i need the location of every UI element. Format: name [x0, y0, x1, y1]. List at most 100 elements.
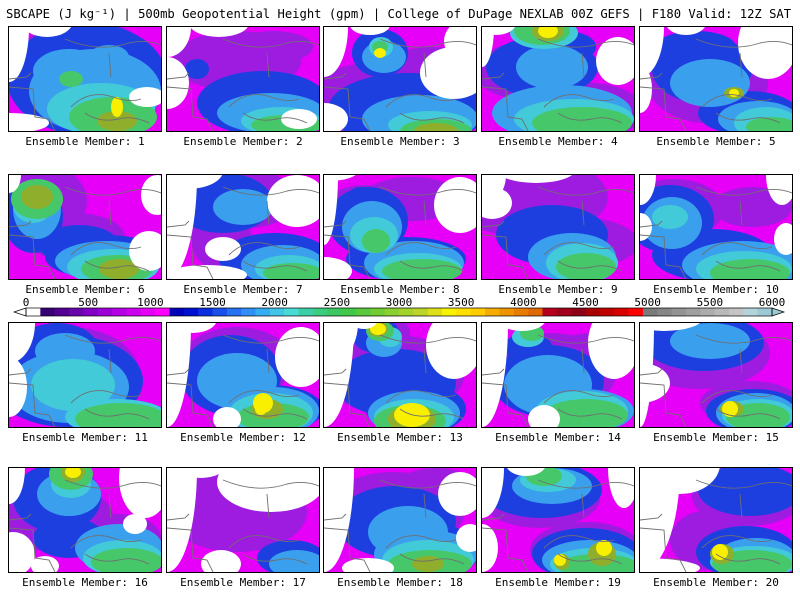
map-border-line [324, 234, 371, 279]
ensemble-panel [166, 467, 320, 573]
colorbar-segment [212, 308, 228, 316]
cape-contour-green [710, 259, 790, 279]
cape-contour-none [267, 175, 319, 227]
colorbar-segment [255, 308, 271, 316]
map-border-line [695, 479, 792, 489]
map-border-line [581, 348, 585, 374]
map-border-line [482, 220, 505, 228]
colorbar-max-arrow [771, 307, 786, 317]
map-border-line [715, 408, 781, 420]
ensemble-panel [639, 174, 793, 280]
map-border-line [167, 513, 190, 521]
map-border-line [423, 348, 427, 374]
cape-contour-none [176, 468, 226, 478]
cape-contour-none [608, 468, 634, 508]
map-border-line [324, 86, 371, 131]
cape-contour-yellow [111, 97, 123, 117]
ensemble-panel-map [167, 27, 319, 131]
map-border-line [739, 493, 743, 519]
cape-contour-none [205, 237, 241, 261]
ensemble-panel [323, 174, 477, 280]
map-border-line [379, 479, 476, 489]
cape-contour-none [123, 514, 147, 534]
map-border-line [324, 72, 347, 80]
colorbar-segment [269, 308, 285, 316]
map-border-line [324, 527, 371, 572]
map-border-line [715, 553, 781, 565]
colorbar-segment [198, 308, 213, 316]
ensemble-panel-map [482, 468, 634, 572]
map-border-line [385, 535, 457, 549]
ensemble-panel [639, 26, 793, 132]
colorbar-tick-label: 6000 [759, 296, 786, 309]
map-border-line [543, 94, 615, 108]
cape-contour-none [281, 109, 317, 129]
map-border-line [84, 112, 150, 124]
map-border-line [242, 408, 308, 420]
colorbar-segment [757, 308, 773, 316]
cape-contour-none [9, 323, 35, 363]
colorbar-segment [642, 308, 658, 316]
ensemble-member-label: Ensemble Member: 17 [180, 576, 306, 589]
ensemble-panel-map [9, 175, 161, 279]
map-border-line [167, 368, 190, 376]
map-border-line [84, 408, 150, 420]
cape-contour-none [482, 27, 494, 67]
colorbar-tick-label: 1500 [199, 296, 226, 309]
map-border-line [695, 38, 792, 48]
map-border-line [543, 535, 615, 549]
cape-contour-yellow [370, 323, 386, 335]
ensemble-member-label: Ensemble Member: 18 [337, 576, 463, 589]
map-border-line [9, 86, 56, 131]
map-border-line [482, 72, 505, 80]
map-border-line [228, 535, 300, 549]
colorbar-tick-label: 3500 [448, 296, 475, 309]
map-border-line [640, 72, 663, 80]
cape-contour-none [667, 27, 705, 35]
cape-contour-none [190, 27, 248, 37]
colorbar-tick-label: 0 [23, 296, 30, 309]
map-border-line [701, 242, 773, 256]
map-border-line [324, 382, 371, 427]
map-border-line [482, 513, 505, 521]
map-border-line [242, 112, 308, 124]
map-border-line [266, 348, 270, 374]
ensemble-panel [481, 26, 635, 132]
ensemble-member-label: Ensemble Member: 11 [22, 431, 148, 444]
map-border-line [64, 479, 161, 489]
cape-contour-none [528, 405, 560, 427]
map-border-line [9, 220, 32, 228]
map-border-line [482, 234, 529, 279]
cape-contour-none [119, 468, 161, 518]
colorbar-segment [599, 308, 615, 316]
map-border-line [701, 94, 773, 108]
ensemble-panel [8, 174, 162, 280]
cape-contour-green [59, 71, 83, 87]
cape-contour-none [167, 57, 189, 109]
cape-contour-none [129, 231, 161, 271]
ensemble-panel-map [324, 175, 476, 279]
ensemble-panel-map [482, 323, 634, 427]
cape-contour-yellow [374, 48, 386, 58]
colorbar-segment [40, 308, 56, 316]
map-border-line [228, 242, 300, 256]
map-border-line [266, 52, 270, 78]
colorbar-segment [456, 308, 472, 316]
colorbar-segment [54, 308, 70, 316]
map-border-line [167, 220, 190, 228]
colorbar-segment [370, 308, 386, 316]
ensemble-panel [481, 467, 635, 573]
map-border-line [266, 200, 270, 226]
colorbar-tick-label: 1000 [137, 296, 164, 309]
cape-contour-green [532, 107, 632, 131]
colorbar-tick-label: 3000 [386, 296, 413, 309]
ensemble-panel [8, 26, 162, 132]
map-border-line [324, 368, 347, 376]
map-border-line [70, 390, 142, 404]
cape-contour-lightblue [269, 550, 319, 572]
map-border-line [242, 260, 308, 272]
colorbar-segment [83, 308, 99, 316]
cape-contour-blue [185, 59, 209, 79]
cape-contour-none [9, 357, 27, 417]
cape-contour-none [640, 65, 652, 113]
